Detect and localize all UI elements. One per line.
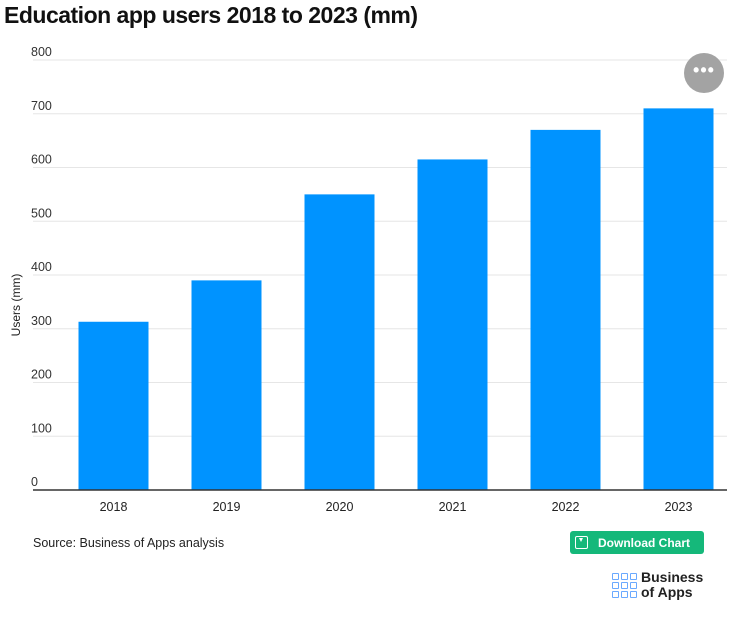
logo-grid-cell xyxy=(621,572,628,580)
x-tick-label: 2019 xyxy=(213,500,241,514)
business-of-apps-logo[interactable]: Business of Apps xyxy=(612,570,703,600)
x-tick-label: 2021 xyxy=(439,500,467,514)
y-tick-label: 300 xyxy=(31,314,52,328)
x-tick-label: 2022 xyxy=(552,500,580,514)
more-horizontal-icon: ••• xyxy=(693,60,715,80)
bar-2019[interactable] xyxy=(191,280,262,490)
y-axis-label: Users (mm) xyxy=(9,274,23,337)
bars xyxy=(78,108,714,490)
bar-2020[interactable] xyxy=(304,194,375,490)
y-tick-label: 100 xyxy=(31,421,52,435)
logo-grid-cell xyxy=(630,581,637,589)
logo-grid-cell xyxy=(621,590,628,598)
y-tick-label: 200 xyxy=(31,368,52,382)
x-tick-label: 2023 xyxy=(665,500,693,514)
y-tick-label: 400 xyxy=(31,260,52,274)
logo-grid-cell xyxy=(621,581,628,589)
x-tick-labels: 2018 2019 2020 2021 2022 2023 xyxy=(100,500,693,514)
logo-grid-icon xyxy=(612,572,637,598)
bar-2018[interactable] xyxy=(78,321,149,490)
y-tick-label: 800 xyxy=(31,45,52,59)
x-tick-label: 2020 xyxy=(326,500,354,514)
chart-menu-button[interactable]: ••• xyxy=(684,53,724,93)
download-icon xyxy=(575,536,588,549)
bar-2022[interactable] xyxy=(530,129,601,490)
source-note: Source: Business of Apps analysis xyxy=(33,536,225,550)
logo-text: Business of Apps xyxy=(641,569,704,600)
gridlines xyxy=(33,59,727,437)
y-tick-label: 600 xyxy=(31,153,52,167)
logo-grid-cell xyxy=(612,572,619,580)
download-chart-label: Download Chart xyxy=(598,535,690,550)
y-tick-label: 700 xyxy=(31,99,52,113)
logo-grid-cell xyxy=(612,581,619,589)
y-tick-label: 500 xyxy=(31,206,52,220)
download-chart-button[interactable]: Download Chart xyxy=(570,531,704,554)
y-tick-labels: 0 100 200 300 400 500 600 700 800 xyxy=(31,45,52,489)
bar-2023[interactable] xyxy=(643,108,714,490)
bar-2021[interactable] xyxy=(417,159,488,490)
logo-grid-cell xyxy=(630,572,637,580)
y-tick-label: 0 xyxy=(31,475,38,489)
chart-title: Education app users 2018 to 2023 (mm) xyxy=(4,2,418,28)
logo-grid-cell xyxy=(630,590,637,598)
logo-grid-cell xyxy=(612,590,619,598)
x-tick-label: 2018 xyxy=(100,500,128,514)
